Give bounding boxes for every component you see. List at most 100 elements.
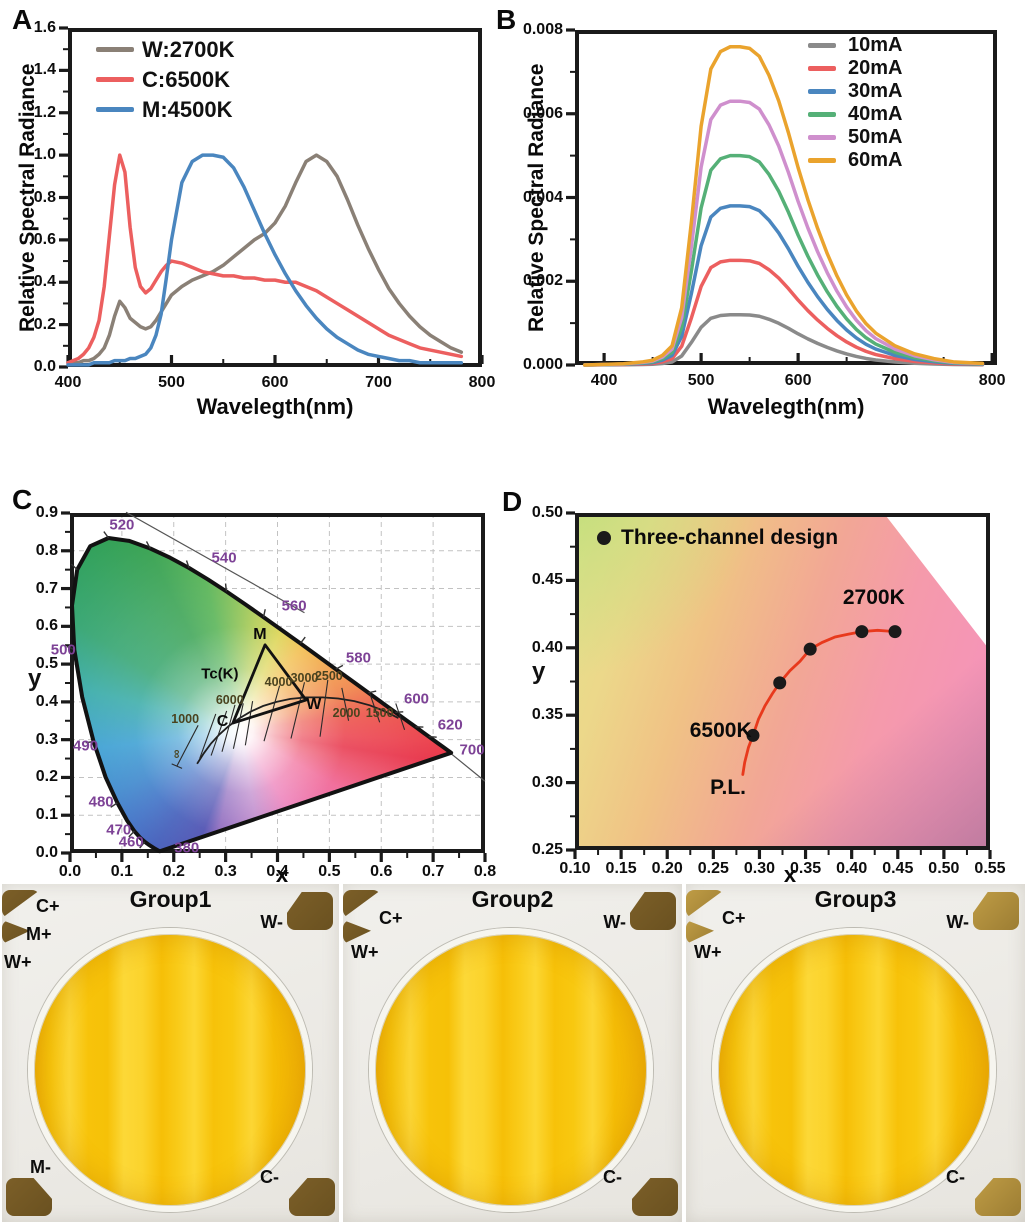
annotation-P.L.: P.L.: [710, 775, 746, 799]
legend-swatch: [808, 66, 836, 71]
legend-swatch: [808, 135, 836, 140]
y-tick-label: 0.0: [33, 358, 56, 375]
x-tick-label: 800: [978, 372, 1006, 389]
locus-wavelength-tick: [262, 609, 266, 618]
legend-item: 10mA: [808, 34, 902, 56]
legend-item: M:4500K: [96, 96, 235, 123]
y-tick-label: 0.5: [35, 655, 58, 673]
y-tick-label: 0.3: [35, 730, 58, 748]
x-tick-label: 0.30: [743, 860, 776, 877]
pad-label-C-: C-: [603, 1167, 622, 1187]
legend-item: C:6500K: [96, 66, 235, 93]
chart-canvas: [566, 28, 994, 367]
y-tick-label: 0.4: [33, 273, 56, 291]
isotherm-line: [369, 693, 381, 723]
series-line-W:2700K: [66, 153, 464, 365]
panel-label-b: B: [496, 4, 517, 35]
cct-label-2000: 2000: [332, 706, 361, 721]
leader-line: [125, 511, 305, 614]
legend-swatch: [96, 47, 134, 52]
series-line-20mA: [582, 258, 985, 367]
isotherm-line: [319, 679, 329, 737]
wavelength-label-540: 540: [211, 549, 237, 567]
cct-label-1500: 1500: [365, 706, 394, 721]
pad-label-C+: C+: [379, 908, 403, 928]
legend-swatch: [808, 89, 836, 94]
y-tick-label: 0.30: [531, 773, 563, 791]
y-tick-label: 0.40: [531, 638, 563, 656]
pad-label-W+: W+: [694, 942, 722, 962]
y-tick-label: 0.50: [531, 504, 563, 521]
pad-bottom-right: [289, 1178, 335, 1216]
x-tick-label: 0.0: [58, 863, 82, 880]
y-tick-label: 0.006: [522, 104, 563, 122]
chart-canvas: [566, 511, 992, 859]
cct-label-2500: 2500: [314, 669, 343, 684]
isotherm-line: [290, 682, 306, 739]
locus-wavelength-tick: [224, 583, 228, 592]
legend-swatch: [808, 158, 836, 163]
y-tick-label: 0.9: [35, 504, 58, 521]
x-tick-label: 700: [881, 372, 909, 389]
x-tick-label: 0.8: [473, 863, 497, 880]
x-tick-label: 800: [468, 374, 496, 391]
legend-label: M:4500K: [142, 96, 233, 122]
y-tick-label: 1.0: [33, 146, 56, 164]
y-tick-label: 0.000: [522, 356, 563, 373]
led-phosphor-disc: [369, 928, 653, 1212]
x-tick-label: 0.45: [882, 860, 914, 877]
locus-wavelength-tick: [70, 563, 78, 571]
plot-frame: [575, 30, 997, 365]
x-tick-label: 600: [261, 374, 289, 391]
legend-label: 60mA: [848, 149, 903, 171]
series-line-M:4500K: [66, 153, 464, 367]
x-tick-label: 0.35: [789, 860, 822, 877]
design-point: [803, 642, 817, 656]
y-tick-label: 0.6: [35, 617, 58, 635]
x-tick-label: 0.4: [266, 863, 289, 880]
pad-label-W-: W-: [946, 912, 969, 932]
wavelength-label-520: 520: [109, 516, 135, 534]
y-tick-label: 0.002: [522, 272, 563, 290]
locus-wavelength-tick: [145, 541, 151, 549]
legend-item: 60mA: [808, 149, 903, 171]
cct-label-∞: ∞: [169, 749, 184, 759]
locus-wavelength-tick: [299, 636, 306, 644]
isotherm-line: [263, 685, 281, 742]
legend-swatch: [96, 77, 134, 82]
cct-label-4000: 4000: [264, 675, 293, 690]
y-tick-label: 0.35: [531, 706, 563, 724]
x-tick-label: 0.2: [162, 863, 185, 880]
pad-label-W-: W-: [260, 912, 283, 932]
legend: W:2700K C:6500K M:4500K: [96, 36, 235, 123]
wavelength-label-580: 580: [345, 649, 371, 667]
pad-label-C-: C-: [946, 1167, 965, 1187]
legend-label: 40mA: [848, 103, 903, 125]
legend-item: 40mA: [808, 103, 903, 125]
legend: Three-channel design: [597, 526, 838, 550]
wavelength-label-500: 500: [50, 641, 76, 659]
x-tick-label: 0.55: [974, 860, 1006, 877]
planckian-locus-curve: [741, 628, 897, 776]
x-tick-label: 400: [590, 372, 618, 389]
locus-wavelength-tick: [128, 830, 135, 838]
chart-canvas: [59, 26, 484, 369]
mixing-triangle: [231, 643, 308, 725]
legend-dot-icon: [597, 531, 611, 545]
locus-wavelength-tick: [103, 531, 110, 539]
legend-swatch: [96, 107, 134, 112]
planckian-locus: [196, 696, 399, 765]
legend-label: W:2700K: [142, 36, 235, 62]
locus-wavelength-tick: [139, 841, 146, 849]
x-tick-label: 0.1: [110, 863, 133, 880]
locus-wavelength-tick: [110, 802, 118, 808]
design-point: [855, 625, 869, 639]
pad-label-W+: W+: [4, 952, 32, 972]
annotation-6500K: 6500K: [689, 719, 752, 743]
design-point: [888, 625, 902, 639]
pad-label-M-: M-: [30, 1157, 51, 1177]
y-tick-label: 0.7: [35, 579, 58, 597]
panel-c-cie-chromaticity-diagram: y x 0.0 0.1 0.2 0.3 0.4 0.5 0.6 0.7 0.8 0.0 0.1 0.2…: [0, 480, 513, 887]
cct-label-3000: 3000: [290, 671, 319, 686]
plot-frame: [70, 513, 485, 853]
